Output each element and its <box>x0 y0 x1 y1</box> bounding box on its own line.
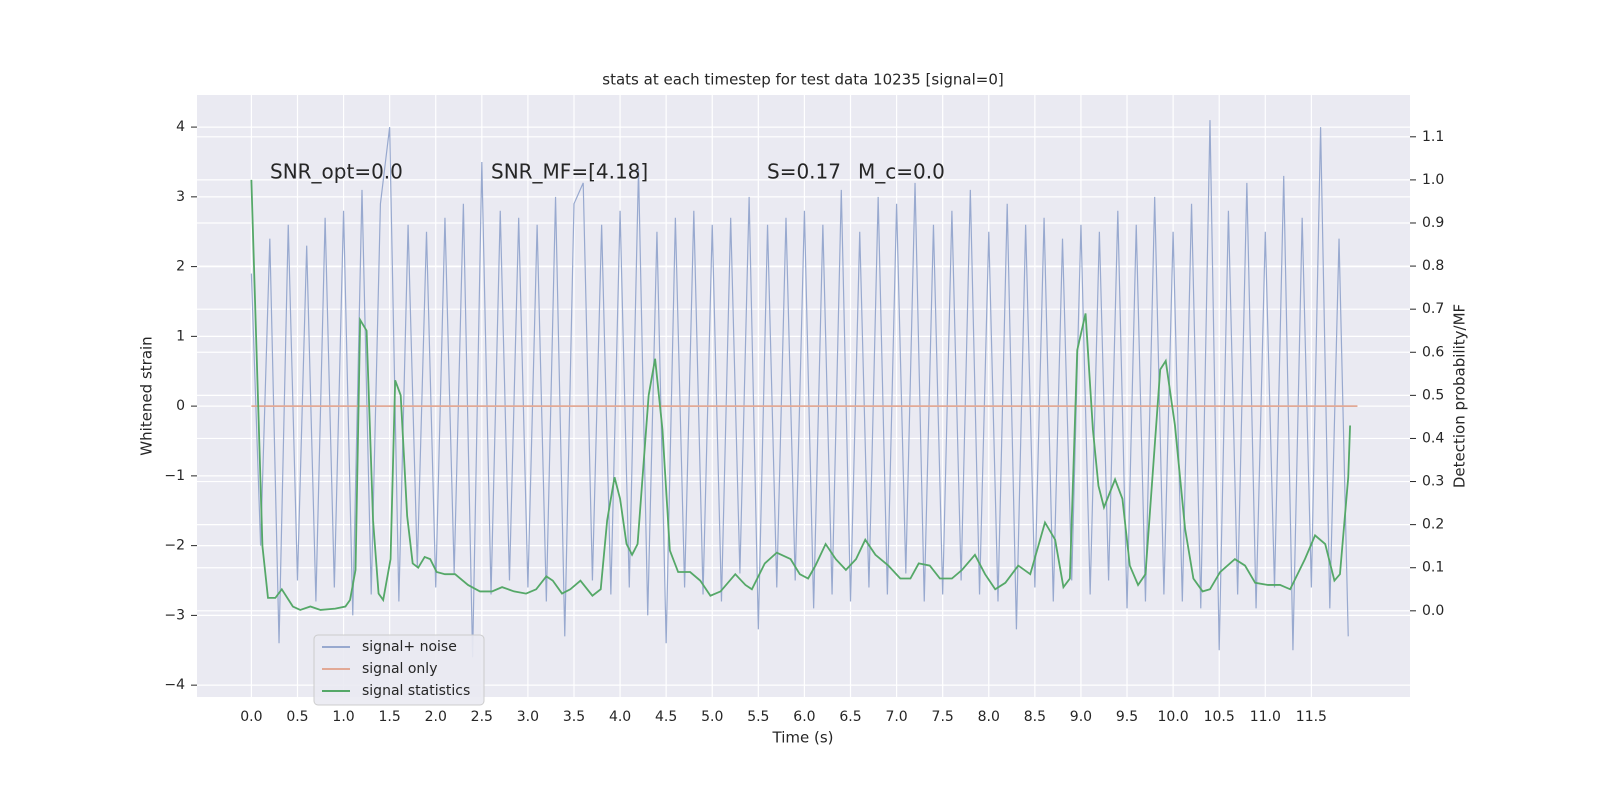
legend-label: signal statistics <box>362 683 470 699</box>
y2-tick-label: 0.1 <box>1422 560 1444 576</box>
y-tick-label: 0 <box>176 398 185 414</box>
x-tick-label: 11.5 <box>1296 709 1327 725</box>
y2-tick-label: 0.7 <box>1422 301 1444 317</box>
legend-label: signal only <box>362 661 437 677</box>
y-tick-label: −3 <box>164 607 185 623</box>
x-tick-label: 2.0 <box>425 709 447 725</box>
y2-tick-label: 0.5 <box>1422 387 1444 403</box>
y-tick-label: −4 <box>164 677 185 693</box>
legend-box <box>313 634 485 706</box>
annotation: M_c=0.0 <box>858 160 945 184</box>
y2-tick-label: 0.8 <box>1422 258 1444 274</box>
annotation: S=0.17 <box>767 160 841 184</box>
y-tick-label: −2 <box>164 538 185 554</box>
x-tick-label: 6.5 <box>839 709 861 725</box>
x-tick-label: 5.5 <box>747 709 769 725</box>
x-tick-label: 1.0 <box>332 709 354 725</box>
y2-tick-label: 0.3 <box>1422 474 1444 490</box>
plot-area <box>197 95 1410 697</box>
y2-axis-label: Detection probability/MF <box>1451 304 1469 488</box>
x-tick-label: 10.0 <box>1158 709 1189 725</box>
y-axis-label: Whitened strain <box>138 336 156 455</box>
y2-tick-label: 1.1 <box>1422 129 1444 145</box>
x-tick-label: 6.0 <box>793 709 815 725</box>
y2-tick-label: 0.0 <box>1422 603 1444 619</box>
y-tick-label: 2 <box>176 259 185 275</box>
x-tick-label: 8.5 <box>1024 709 1046 725</box>
y-tick-label: 3 <box>176 189 185 205</box>
x-tick-label: 0.0 <box>240 709 262 725</box>
x-tick-label: 7.5 <box>932 709 954 725</box>
x-tick-label: 4.5 <box>655 709 677 725</box>
x-tick-label: 11.0 <box>1250 709 1281 725</box>
x-tick-label: 10.5 <box>1204 709 1235 725</box>
y-tick-label: 1 <box>176 328 185 344</box>
chart-title: stats at each timestep for test data 102… <box>602 71 1003 89</box>
x-tick-label: 2.5 <box>471 709 493 725</box>
x-tick-label: 8.0 <box>978 709 1000 725</box>
x-axis-label: Time (s) <box>772 729 834 747</box>
series-line <box>250 120 1349 658</box>
x-tick-label: 9.5 <box>1116 709 1138 725</box>
y2-tick-label: 0.6 <box>1422 344 1444 360</box>
annotation: SNR_MF=[4.18] <box>491 160 648 184</box>
legend-label: signal+ noise <box>362 639 457 655</box>
y2-tick-label: 1.0 <box>1422 172 1444 188</box>
series-line <box>250 179 1351 611</box>
x-tick-label: 0.5 <box>286 709 308 725</box>
y-tick-label: −1 <box>164 468 185 484</box>
y-tick-label: 4 <box>176 119 185 135</box>
x-tick-label: 7.0 <box>885 709 907 725</box>
y2-tick-label: 0.4 <box>1422 430 1444 446</box>
x-tick-label: 5.0 <box>701 709 723 725</box>
x-tick-label: 3.5 <box>563 709 585 725</box>
annotation: SNR_opt=0.0 <box>270 160 403 184</box>
y2-tick-label: 0.2 <box>1422 517 1444 533</box>
y2-tick-label: 0.9 <box>1422 215 1444 231</box>
x-tick-label: 3.0 <box>517 709 539 725</box>
x-tick-label: 1.5 <box>379 709 401 725</box>
x-tick-label: 9.0 <box>1070 709 1092 725</box>
x-tick-label: 4.0 <box>609 709 631 725</box>
